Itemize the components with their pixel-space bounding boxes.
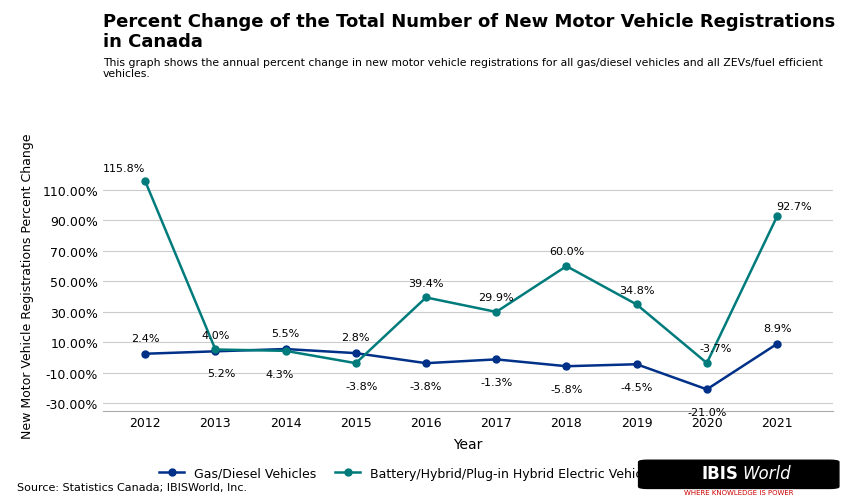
Text: -3.8%: -3.8% <box>345 381 378 391</box>
Text: -5.8%: -5.8% <box>551 384 582 394</box>
Text: -1.3%: -1.3% <box>480 378 512 388</box>
Text: IBIS: IBIS <box>702 464 739 481</box>
Legend: Gas/Diesel Vehicles, Battery/Hybrid/Plug-in Hybrid Electric Vehicles: Gas/Diesel Vehicles, Battery/Hybrid/Plug… <box>154 462 666 485</box>
Text: 115.8%: 115.8% <box>103 164 145 173</box>
Text: 4.0%: 4.0% <box>201 331 229 341</box>
Text: 4.3%: 4.3% <box>266 369 295 379</box>
Text: 5.5%: 5.5% <box>271 328 300 338</box>
Text: 2.4%: 2.4% <box>131 333 160 343</box>
Text: 5.2%: 5.2% <box>207 368 235 378</box>
Text: WHERE KNOWLEDGE IS POWER: WHERE KNOWLEDGE IS POWER <box>684 489 794 495</box>
X-axis label: Year: Year <box>454 437 483 451</box>
Text: 34.8%: 34.8% <box>618 285 655 295</box>
Text: -4.5%: -4.5% <box>620 383 653 392</box>
Text: 92.7%: 92.7% <box>776 201 812 211</box>
Text: -3.8%: -3.8% <box>410 381 442 391</box>
Text: This graph shows the annual percent change in new motor vehicle registrations fo: This graph shows the annual percent chan… <box>103 58 823 79</box>
Text: -21.0%: -21.0% <box>687 408 727 417</box>
Text: World: World <box>742 464 791 481</box>
Text: 39.4%: 39.4% <box>408 278 444 288</box>
Text: Percent Change of the Total Number of New Motor Vehicle Registrations: Percent Change of the Total Number of Ne… <box>103 13 835 31</box>
Text: 8.9%: 8.9% <box>763 323 791 333</box>
Text: Source: Statistics Canada; IBISWorld, Inc.: Source: Statistics Canada; IBISWorld, In… <box>17 482 247 492</box>
Text: 60.0%: 60.0% <box>549 247 584 257</box>
Text: 2.8%: 2.8% <box>342 332 370 342</box>
Y-axis label: New Motor Vehicle Registrations Percent Change: New Motor Vehicle Registrations Percent … <box>21 133 34 438</box>
Text: 29.9%: 29.9% <box>478 293 514 303</box>
Text: in Canada: in Canada <box>103 33 203 51</box>
FancyBboxPatch shape <box>638 460 839 488</box>
Text: -3.7%: -3.7% <box>699 344 731 354</box>
